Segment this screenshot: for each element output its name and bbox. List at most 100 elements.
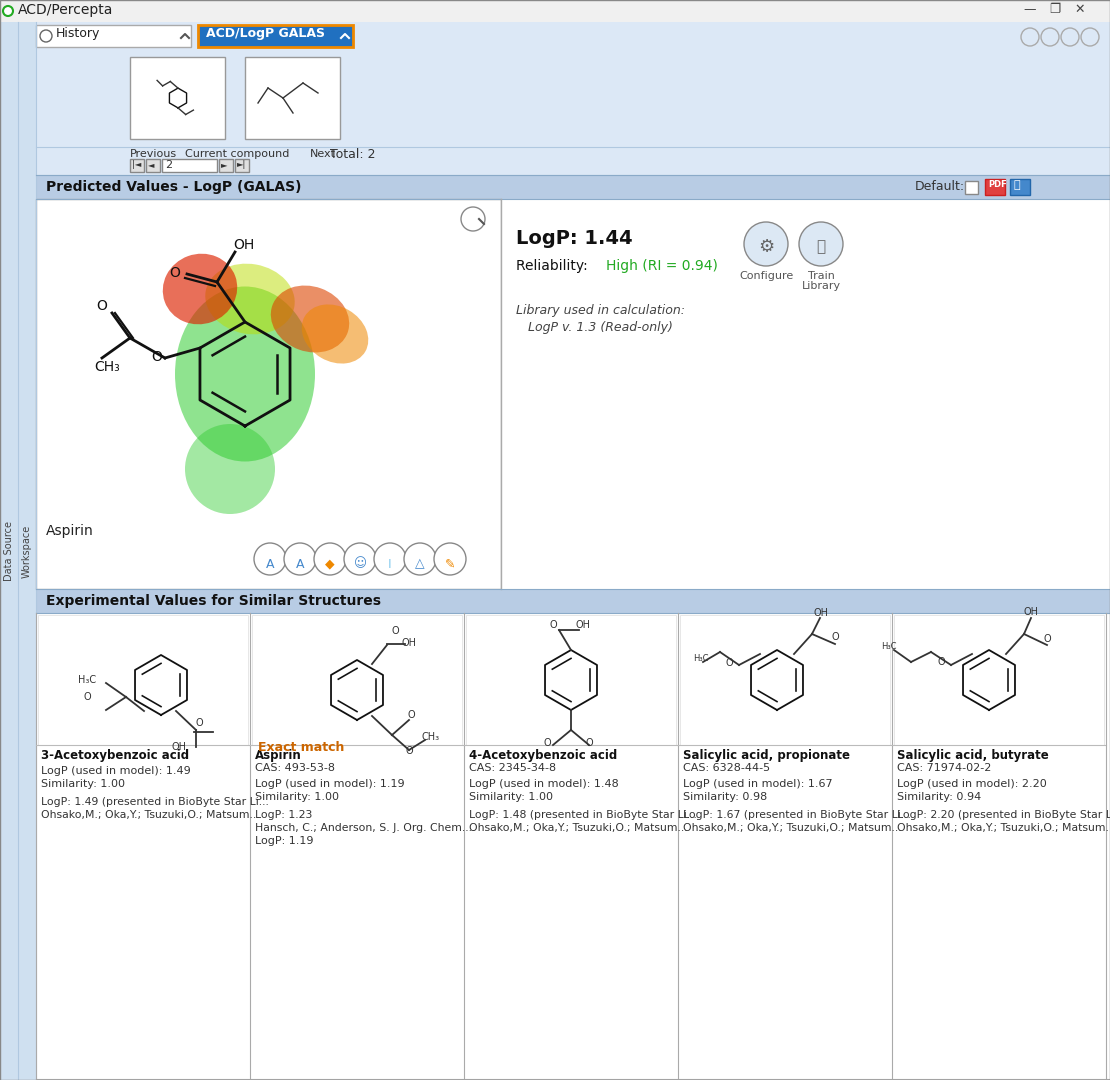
Circle shape	[344, 543, 376, 575]
Text: O: O	[543, 738, 551, 748]
Text: O: O	[169, 266, 180, 280]
Text: CH₃: CH₃	[421, 732, 440, 742]
Text: ACD/LogP GALAS: ACD/LogP GALAS	[206, 27, 325, 40]
Text: Predicted Values - LogP (GALAS): Predicted Values - LogP (GALAS)	[46, 180, 302, 194]
Circle shape	[461, 207, 485, 231]
Text: 3-Acetoxybenzoic acid: 3-Acetoxybenzoic acid	[41, 750, 189, 762]
Circle shape	[1021, 28, 1039, 46]
Bar	[985, 179, 1005, 195]
Text: High (RI = 0.94): High (RI = 0.94)	[606, 259, 718, 273]
Text: Ohsako,M.; Oka,Y.; Tsuzuki,O.; Matsum...: Ohsako,M.; Oka,Y.; Tsuzuki,O.; Matsum...	[41, 810, 260, 820]
Text: Salicylic acid, propionate: Salicylic acid, propionate	[683, 750, 850, 762]
Text: CAS: 493-53-8: CAS: 493-53-8	[255, 762, 335, 773]
Text: Similarity: 1.00: Similarity: 1.00	[41, 779, 125, 789]
Text: Next: Next	[310, 149, 336, 159]
Text: Data Source: Data Source	[4, 521, 14, 581]
Bar	[38, 615, 248, 745]
Text: PDF: PDF	[988, 180, 1007, 189]
Bar	[894, 615, 1104, 745]
Text: Reliability:: Reliability:	[516, 259, 592, 273]
Circle shape	[254, 543, 286, 575]
Text: ☺: ☺	[353, 557, 366, 570]
Bar	[36, 613, 1110, 1080]
Circle shape	[744, 222, 788, 266]
Text: 📊: 📊	[1013, 180, 1020, 190]
Text: ►|: ►|	[238, 160, 246, 168]
Text: O: O	[1043, 634, 1051, 644]
Text: OH: OH	[813, 608, 828, 618]
Text: A: A	[295, 557, 304, 570]
Text: Similarity: 1.00: Similarity: 1.00	[255, 792, 339, 802]
Text: ✕: ✕	[1074, 3, 1086, 16]
Text: Ohsako,M.; Oka,Y.; Tsuzuki,O.; Matsum...: Ohsako,M.; Oka,Y.; Tsuzuki,O.; Matsum...	[470, 823, 687, 833]
Text: Similarity: 0.94: Similarity: 0.94	[897, 792, 981, 802]
Text: CAS: 6328-44-5: CAS: 6328-44-5	[683, 762, 770, 773]
Circle shape	[40, 30, 52, 42]
Text: Previous: Previous	[130, 149, 178, 159]
Circle shape	[284, 543, 316, 575]
Circle shape	[799, 222, 842, 266]
Bar	[198, 25, 353, 48]
Text: O: O	[725, 658, 733, 669]
Text: Library: Library	[801, 281, 840, 291]
Bar	[1010, 179, 1030, 195]
Text: O: O	[392, 626, 400, 636]
Circle shape	[1041, 28, 1059, 46]
Text: H₃C: H₃C	[693, 654, 708, 663]
Text: CAS: 71974-02-2: CAS: 71974-02-2	[897, 762, 991, 773]
Bar	[0, 22, 18, 1080]
Ellipse shape	[205, 264, 295, 335]
Circle shape	[314, 543, 346, 575]
Text: 4-Acetoxybenzoic acid: 4-Acetoxybenzoic acid	[470, 750, 617, 762]
Bar	[36, 147, 1110, 175]
Text: O: O	[405, 746, 413, 756]
Text: Similarity: 0.98: Similarity: 0.98	[683, 792, 767, 802]
Text: 2: 2	[165, 160, 172, 170]
Ellipse shape	[271, 285, 350, 352]
Bar	[0, 0, 1110, 22]
Text: LogP: 1.49 (presented in BioByte Star Li...: LogP: 1.49 (presented in BioByte Star Li…	[41, 797, 269, 807]
Text: LogP: 1.44: LogP: 1.44	[516, 229, 633, 248]
Ellipse shape	[185, 424, 275, 514]
Text: Experimental Values for Similar Structures: Experimental Values for Similar Structur…	[46, 594, 381, 608]
Circle shape	[404, 543, 436, 575]
Circle shape	[1081, 28, 1099, 46]
Text: △: △	[415, 557, 425, 570]
Text: LogP (used in model): 2.20: LogP (used in model): 2.20	[897, 779, 1047, 789]
Text: Ohsako,M.; Oka,Y.; Tsuzuki,O.; Matsum...: Ohsako,M.; Oka,Y.; Tsuzuki,O.; Matsum...	[897, 823, 1110, 833]
Ellipse shape	[302, 305, 369, 364]
Text: Configure: Configure	[739, 271, 794, 281]
Text: History: History	[56, 27, 100, 40]
Bar	[245, 57, 340, 139]
Text: ❐: ❐	[1049, 3, 1061, 16]
Text: LogP (used in model): 1.19: LogP (used in model): 1.19	[255, 779, 405, 789]
Text: OH: OH	[401, 638, 416, 648]
Text: OH: OH	[233, 238, 254, 252]
Text: LogP (used in model): 1.49: LogP (used in model): 1.49	[41, 766, 191, 777]
Text: ✎: ✎	[445, 557, 455, 570]
Text: LogP: 1.23: LogP: 1.23	[255, 810, 312, 820]
Text: Total: 2: Total: 2	[330, 148, 375, 162]
Text: O: O	[196, 718, 203, 728]
Text: Exact match: Exact match	[258, 741, 344, 754]
Bar	[147, 159, 160, 172]
Text: Similarity: 1.00: Similarity: 1.00	[470, 792, 553, 802]
Circle shape	[374, 543, 406, 575]
Circle shape	[1061, 28, 1079, 46]
Text: ◄: ◄	[148, 160, 154, 168]
Text: LogP (used in model): 1.48: LogP (used in model): 1.48	[470, 779, 618, 789]
Bar	[36, 175, 1110, 199]
Text: O: O	[937, 657, 945, 667]
Text: CH₃: CH₃	[94, 360, 120, 374]
Bar	[965, 181, 978, 194]
Text: H₃C: H₃C	[78, 675, 97, 685]
Circle shape	[434, 543, 466, 575]
Text: A: A	[265, 557, 274, 570]
Bar	[36, 199, 501, 589]
Bar	[18, 22, 36, 1080]
Text: O: O	[83, 692, 91, 702]
Text: 🧪: 🧪	[817, 240, 826, 255]
Bar	[36, 52, 1110, 147]
Bar	[36, 589, 1110, 613]
Text: —: —	[1023, 3, 1037, 16]
